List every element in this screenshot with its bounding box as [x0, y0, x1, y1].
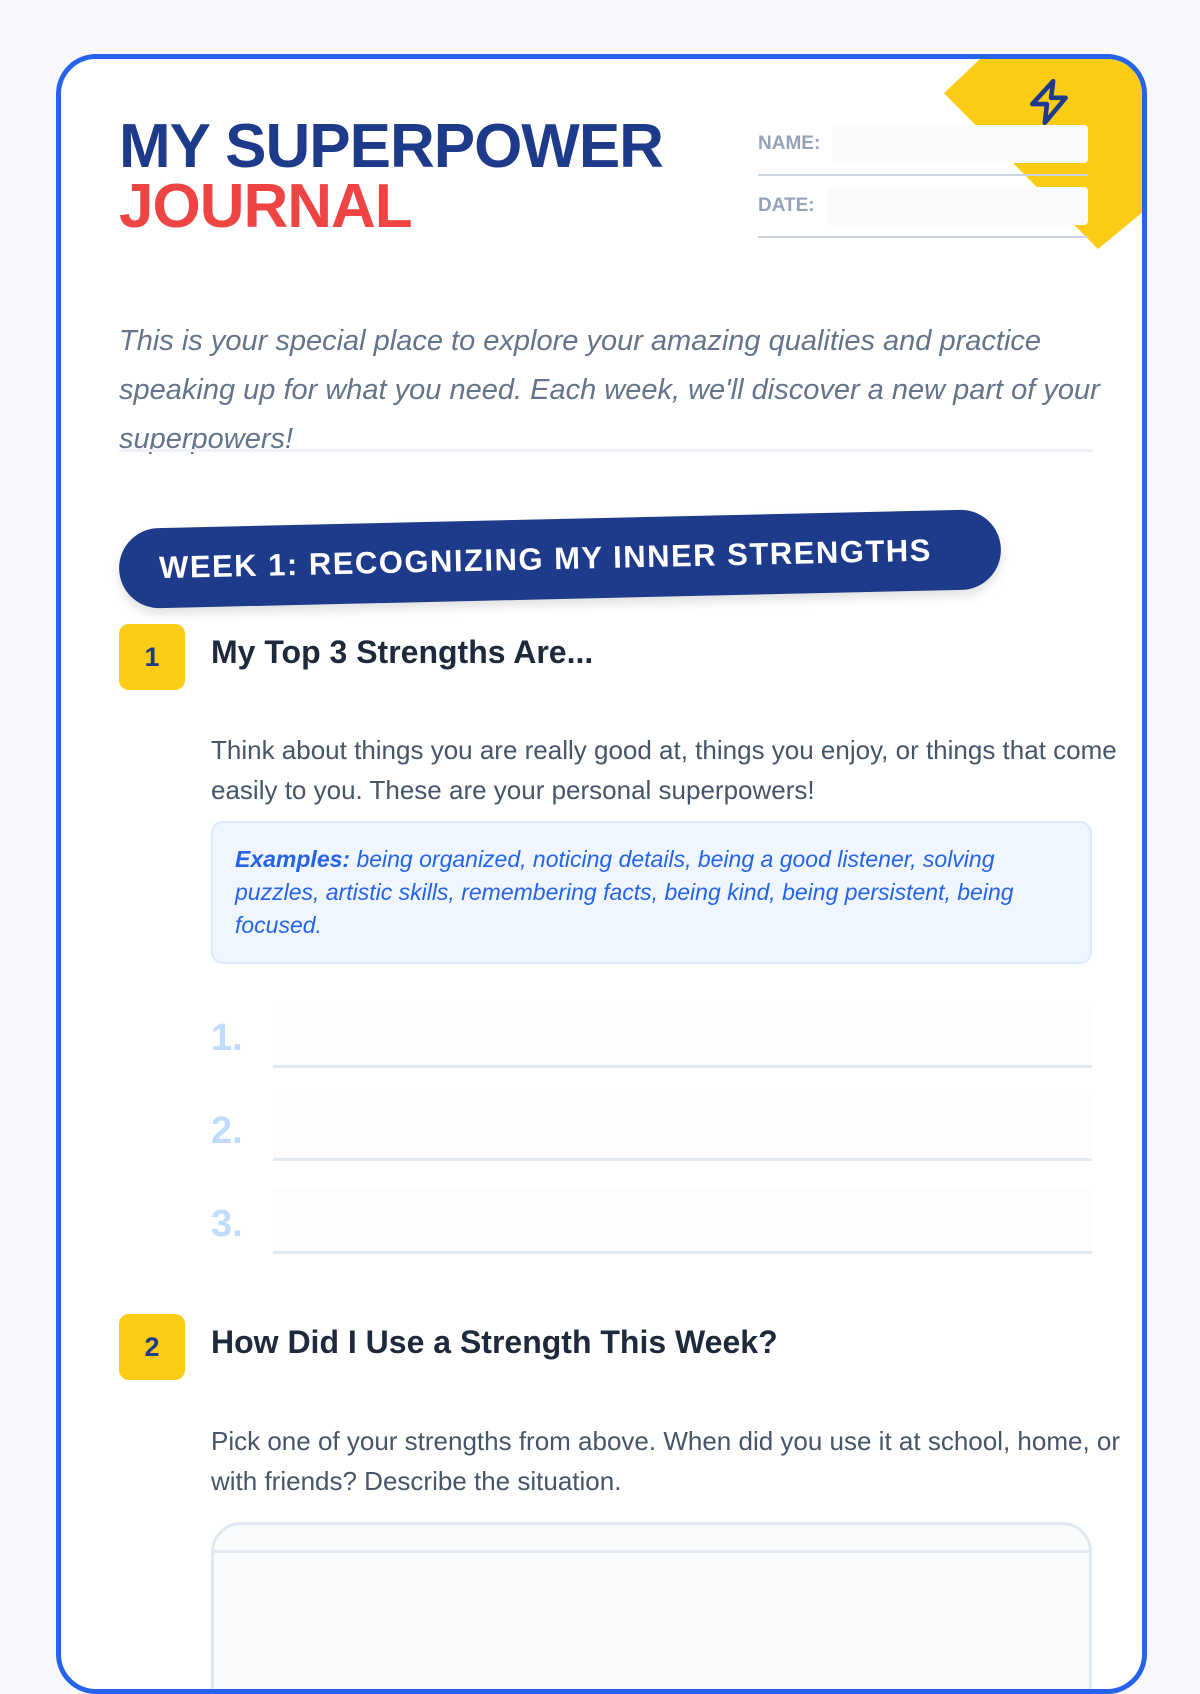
title-line-1: MY SUPERPOWER [119, 112, 664, 181]
name-label: NAME: [758, 133, 821, 154]
section-description: Think about things you are really good a… [211, 735, 1117, 805]
strength-line-1: 1. [211, 1000, 1092, 1068]
strength-line-3: 3. [211, 1186, 1092, 1254]
lightning-bolt-icon [1030, 78, 1068, 126]
strength-input-2[interactable] [273, 1095, 1092, 1161]
examples-text: being organized, noticing details, being… [235, 846, 1014, 938]
line-number: 2. [211, 1110, 243, 1152]
name-date-fields: NAME: DATE: [758, 114, 1088, 238]
section-description: Pick one of your strengths from above. W… [211, 1426, 1121, 1496]
date-field-row: DATE: [758, 176, 1088, 238]
date-label: DATE: [758, 195, 815, 216]
section-heading: How Did I Use a Strength This Week? [211, 1324, 778, 1360]
intro-text: This is your special place to explore yo… [119, 325, 1100, 455]
strength-input-1[interactable] [273, 1002, 1092, 1068]
section-number-badge: 2 [119, 1314, 185, 1380]
page-title: MY SUPERPOWER JOURNAL [119, 112, 664, 241]
divider [119, 449, 1093, 452]
name-field-row: NAME: [758, 114, 1088, 176]
strength-input-3[interactable] [273, 1188, 1092, 1254]
title-line-2: JOURNAL [119, 172, 413, 241]
strength-line-2: 2. [211, 1093, 1092, 1161]
section-heading: My Top 3 Strengths Are... [211, 634, 594, 670]
examples-box: Examples: being organized, noticing deta… [211, 821, 1092, 964]
textarea-header [214, 1525, 1089, 1553]
situation-textarea[interactable] [211, 1522, 1092, 1689]
line-number: 3. [211, 1203, 243, 1245]
date-input[interactable] [826, 187, 1088, 225]
section-number-badge: 1 [119, 624, 185, 690]
examples-label: Examples: [235, 846, 351, 872]
journal-card: MY SUPERPOWER JOURNAL NAME: DATE: This i… [56, 54, 1147, 1694]
name-input[interactable] [832, 125, 1088, 163]
week-banner: WEEK 1: RECOGNIZING MY INNER STRENGTHS [118, 509, 1002, 609]
line-number: 1. [211, 1017, 243, 1059]
